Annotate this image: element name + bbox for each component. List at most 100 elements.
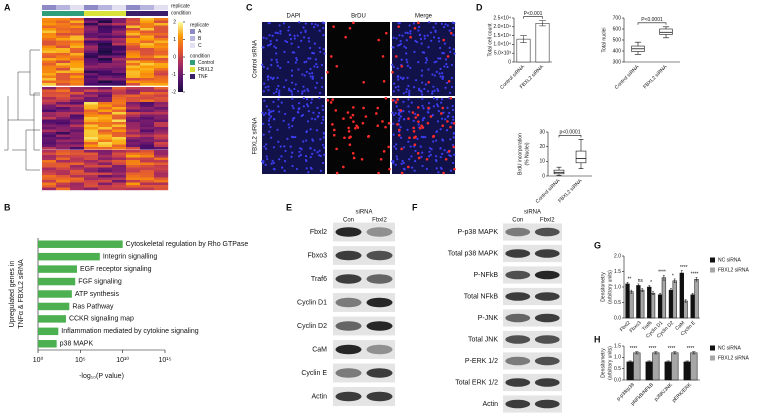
- blot-strip: [333, 363, 395, 383]
- heatmap-cell: [126, 112, 141, 115]
- nucleus: [298, 21, 301, 24]
- heatmap-cell: [154, 157, 169, 161]
- heatmap-cell: [84, 55, 99, 59]
- nucleus: [310, 98, 314, 101]
- heatmap-cell: [126, 35, 141, 39]
- significance-label: ****: [691, 272, 699, 278]
- nucleus: [267, 22, 270, 25]
- nucleus: [397, 22, 400, 25]
- heatmap-cell: [98, 58, 113, 61]
- nucleus: [275, 39, 278, 42]
- heatmap-cell: [126, 38, 141, 41]
- heatmap-cell: [84, 152, 99, 156]
- heatmap-cell: [154, 109, 169, 113]
- heatmap-cell: [126, 102, 141, 105]
- nucleus: [278, 158, 281, 161]
- nucleus: [289, 89, 293, 92]
- heatmap-cell: [70, 70, 85, 74]
- heatmap-cell: [84, 137, 99, 140]
- heatmap-cell: [70, 170, 85, 173]
- heatmap-cell: [140, 122, 155, 125]
- nucleus: [391, 63, 394, 66]
- nucleus: [303, 61, 306, 64]
- nucleus: [268, 113, 271, 116]
- heatmap-cell: [112, 127, 127, 130]
- heatmap-cell: [42, 134, 57, 138]
- nucleus: [408, 24, 411, 27]
- brdu-spot: [407, 165, 410, 169]
- heatmap-cell: [56, 134, 71, 138]
- heatmap-cell: [154, 18, 169, 21]
- nucleus: [269, 126, 272, 129]
- y-tick-label: 300: [613, 59, 622, 65]
- nucleus: [262, 36, 265, 39]
- heatmap-cell: [56, 30, 71, 34]
- heatmap-cell: [84, 155, 99, 158]
- heatmap-cell: [42, 48, 57, 51]
- heatmap-cell: [42, 20, 57, 24]
- nucleus: [421, 97, 424, 100]
- blot-band: [335, 227, 362, 237]
- heatmap-cell: [56, 33, 71, 36]
- whisker: [634, 41, 642, 55]
- heatmap-cell: [140, 167, 155, 171]
- nucleus: [291, 104, 294, 108]
- heatmap-cell: [140, 78, 155, 81]
- nucleus: [401, 34, 404, 37]
- nucleus: [439, 75, 442, 78]
- heatmap-cell: [98, 48, 113, 51]
- heatmap-cell: [126, 117, 141, 120]
- brdu-spot: [333, 128, 336, 132]
- nucleus: [396, 75, 399, 79]
- nucleus: [279, 30, 282, 33]
- nucleus: [451, 108, 455, 111]
- error-bar: [685, 360, 689, 364]
- heatmap-cell: [112, 80, 127, 84]
- track-label: replicate: [171, 3, 190, 9]
- heatmap-cell: [84, 87, 99, 90]
- heatmap-cell: [70, 75, 85, 79]
- nucleus: [446, 115, 450, 118]
- heatmap-cell: [112, 165, 127, 168]
- nucleus: [429, 31, 433, 34]
- nucleus: [451, 85, 454, 89]
- heatmap-cell: [140, 157, 155, 161]
- heatmap-cell: [70, 144, 85, 148]
- nucleus: [445, 63, 448, 66]
- heatmap-cell: [140, 28, 155, 31]
- heatmap-cell: [56, 55, 71, 59]
- heatmap-cell: [98, 30, 113, 34]
- significance-label: **: [627, 277, 631, 283]
- legend-label: TNF: [198, 74, 208, 80]
- nucleus: [262, 161, 265, 165]
- heatmap-cell: [56, 87, 71, 90]
- nucleus: [436, 120, 440, 123]
- heatmap-cell: [112, 97, 127, 100]
- heatmap-cell: [126, 119, 141, 123]
- category-label: FGF signaling: [78, 278, 122, 285]
- heatmap-cell: [70, 142, 85, 145]
- heatmap-cell: [112, 132, 127, 135]
- heatmap-cell: [56, 60, 71, 64]
- nucleus: [422, 107, 425, 110]
- heatmap-cell: [98, 157, 113, 161]
- heatmap-cell: [112, 99, 127, 103]
- bar: [652, 352, 660, 381]
- nucleus: [323, 52, 326, 55]
- heatmap-cell: [42, 157, 57, 161]
- heatmap-cell: [112, 134, 127, 138]
- heatmap-cell: [56, 112, 71, 115]
- blot-band: [534, 356, 560, 366]
- nucleus: [391, 160, 394, 163]
- heatmap-cell: [84, 83, 99, 86]
- x-tick-label: pERK/ERK: [671, 382, 693, 404]
- heatmap-cell: [56, 73, 71, 76]
- nucleus: [291, 151, 294, 154]
- nucleus: [409, 30, 412, 33]
- heatmap-cell: [56, 124, 71, 128]
- heatmap-cell: [112, 170, 127, 173]
- nucleus: [322, 132, 326, 135]
- heatmap-cell: [112, 102, 127, 105]
- nucleus: [276, 31, 279, 35]
